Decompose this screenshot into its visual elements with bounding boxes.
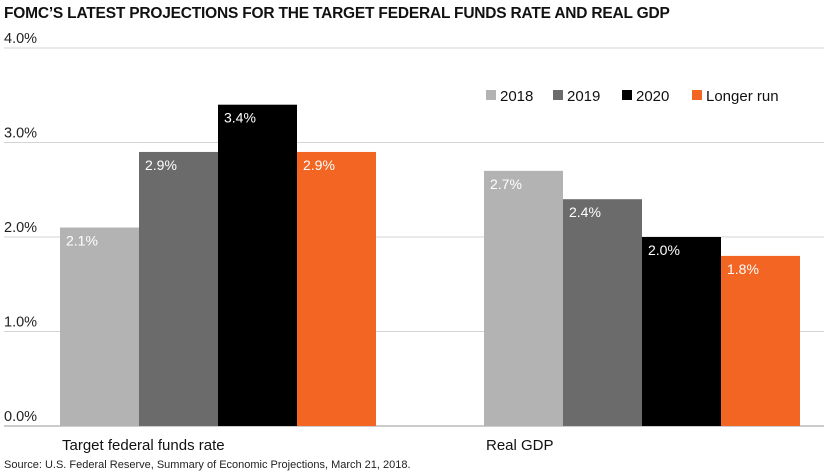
y-tick-label: 2.0% <box>4 220 37 236</box>
y-tick-label: 0.0% <box>4 409 37 425</box>
bar <box>60 227 139 426</box>
bar <box>642 237 721 426</box>
legend-swatch <box>622 90 632 100</box>
bar-value-label: 2.0% <box>648 242 680 258</box>
bar <box>139 151 218 426</box>
bar-value-label: 2.1% <box>66 233 98 249</box>
legend-label: 2018 <box>500 88 533 105</box>
bar <box>484 170 563 426</box>
bar <box>218 104 297 426</box>
bar <box>297 151 376 426</box>
category-label: Real GDP <box>486 437 554 454</box>
legend-swatch <box>692 90 702 100</box>
category-label: Target federal funds rate <box>62 437 225 454</box>
bar-value-label: 2.9% <box>303 157 335 173</box>
legend-swatch <box>486 90 496 100</box>
bar-value-label: 2.7% <box>490 176 522 192</box>
bar <box>721 255 800 426</box>
bar-value-label: 3.4% <box>224 110 256 126</box>
bar <box>563 199 642 426</box>
y-tick-label: 4.0% <box>4 31 37 47</box>
y-tick-label: 3.0% <box>4 126 37 142</box>
y-tick-label: 1.0% <box>4 315 37 331</box>
bar-value-label: 2.4% <box>569 204 601 220</box>
legend-label: 2019 <box>567 88 600 105</box>
bar-value-label: 2.9% <box>145 157 177 173</box>
legend-label: 2020 <box>636 88 669 105</box>
chart-title: FOMC’S LATEST PROJECTIONS FOR THE TARGET… <box>4 5 670 22</box>
legend-label: Longer run <box>706 88 779 105</box>
bar-value-label: 1.8% <box>727 261 759 277</box>
legend-swatch <box>553 90 563 100</box>
source-note: Source: U.S. Federal Reserve, Summary of… <box>4 459 411 471</box>
